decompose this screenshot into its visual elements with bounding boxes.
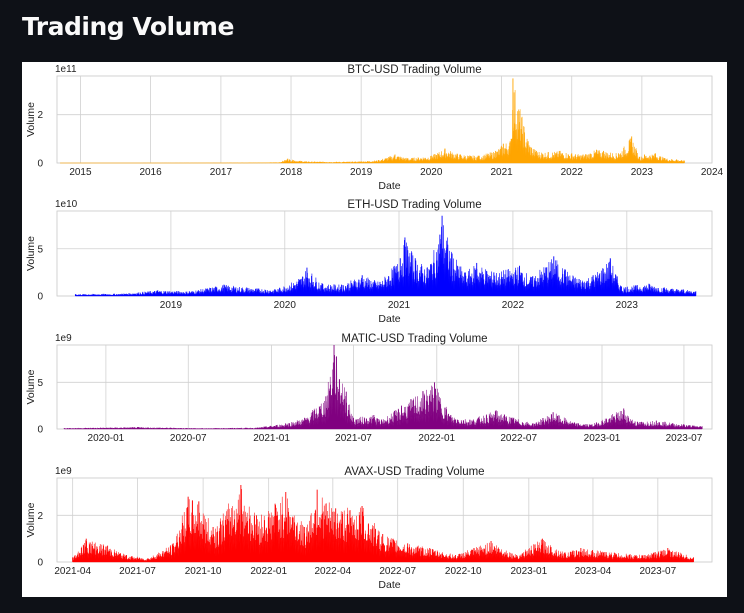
x-tick-label: 2023-07 [639, 566, 676, 577]
y-axis-label: Volume [25, 369, 37, 404]
x-tick-label: 2019 [160, 300, 183, 311]
x-axis-label: Date [378, 579, 400, 591]
series-area-0 [59, 89, 685, 164]
y-axis-label: Volume [25, 102, 37, 137]
x-tick-label: 2022-10 [445, 566, 482, 577]
chart-title: AVAX-USD Trading Volume [344, 466, 484, 478]
plot-area-2 [56, 344, 713, 430]
y-tick-label: 5 [37, 378, 43, 389]
y-tick-label: 0 [37, 425, 43, 436]
y-exponent-label: 1e9 [55, 333, 72, 344]
x-tick-label: 2023 [631, 167, 654, 178]
x-tick-label: 2021-10 [185, 566, 222, 577]
series-area-2 [64, 355, 703, 430]
y-axis-label: Volume [25, 502, 37, 537]
y-exponent-label: 1e9 [55, 466, 72, 477]
x-tick-label: 2021-07 [335, 433, 372, 444]
x-tick-label: 2023-01 [584, 433, 621, 444]
x-tick-label: 2020 [420, 167, 443, 178]
x-tick-label: 2021 [388, 300, 411, 311]
plot-area-0 [56, 75, 713, 164]
x-tick-label: 2021 [490, 167, 513, 178]
x-tick-label: 2021-04 [54, 566, 91, 577]
x-tick-label: 2016 [139, 167, 162, 178]
x-tick-label: 2022-01 [250, 566, 287, 577]
x-tick-label: 2022-04 [314, 566, 351, 577]
x-tick-label: 2021-01 [253, 433, 290, 444]
page-title: Trading Volume [22, 12, 234, 41]
chart-figure: 2015 2016 2017 2018 2019 2020 2021 2022 2023 2024… [22, 62, 727, 597]
x-tick-label: 2015 [69, 167, 92, 178]
x-tick-label: 2023 [616, 300, 639, 311]
x-tick-label: 2022-01 [418, 433, 455, 444]
x-tick-label: 2022 [561, 167, 584, 178]
y-tick-label: 5 [37, 244, 43, 255]
x-tick-label: 2020-01 [88, 433, 125, 444]
chart-title: BTC-USD Trading Volume [347, 64, 481, 76]
x-tick-label: 2017 [210, 167, 233, 178]
y-exponent-label: 1e10 [55, 199, 78, 210]
x-tick-label: 2022-07 [379, 566, 416, 577]
x-tick-label: 2021-07 [119, 566, 156, 577]
x-tick-label: 2022-07 [500, 433, 537, 444]
x-tick-label: 2020 [274, 300, 297, 311]
x-tick-label: 2020-07 [170, 433, 207, 444]
x-tick-label: 2024 [701, 167, 724, 178]
y-tick-label: 0 [37, 292, 43, 303]
y-tick-label: 2 [37, 110, 43, 121]
y-tick-label: 2 [37, 511, 43, 522]
chart-title: ETH-USD Trading Volume [347, 199, 481, 211]
y-exponent-label: 1e11 [55, 64, 77, 75]
x-tick-label: 2019 [350, 167, 373, 178]
y-tick-label: 0 [37, 558, 43, 569]
x-tick-label: 2022 [502, 300, 525, 311]
charts-svg: 2015 2016 2017 2018 2019 2020 2021 2022 2023 2024… [25, 64, 724, 591]
x-tick-label: 2023-01 [510, 566, 547, 577]
y-axis-label: Volume [25, 236, 37, 271]
x-axis-label: Date [378, 180, 400, 192]
x-tick-label: 2023-07 [666, 433, 703, 444]
x-axis-label: Date [378, 313, 400, 325]
chart-title: MATIC-USD Trading Volume [341, 333, 487, 345]
y-tick-label: 0 [37, 159, 43, 170]
x-tick-label: 2023-04 [575, 566, 612, 577]
x-tick-label: 2018 [280, 167, 303, 178]
